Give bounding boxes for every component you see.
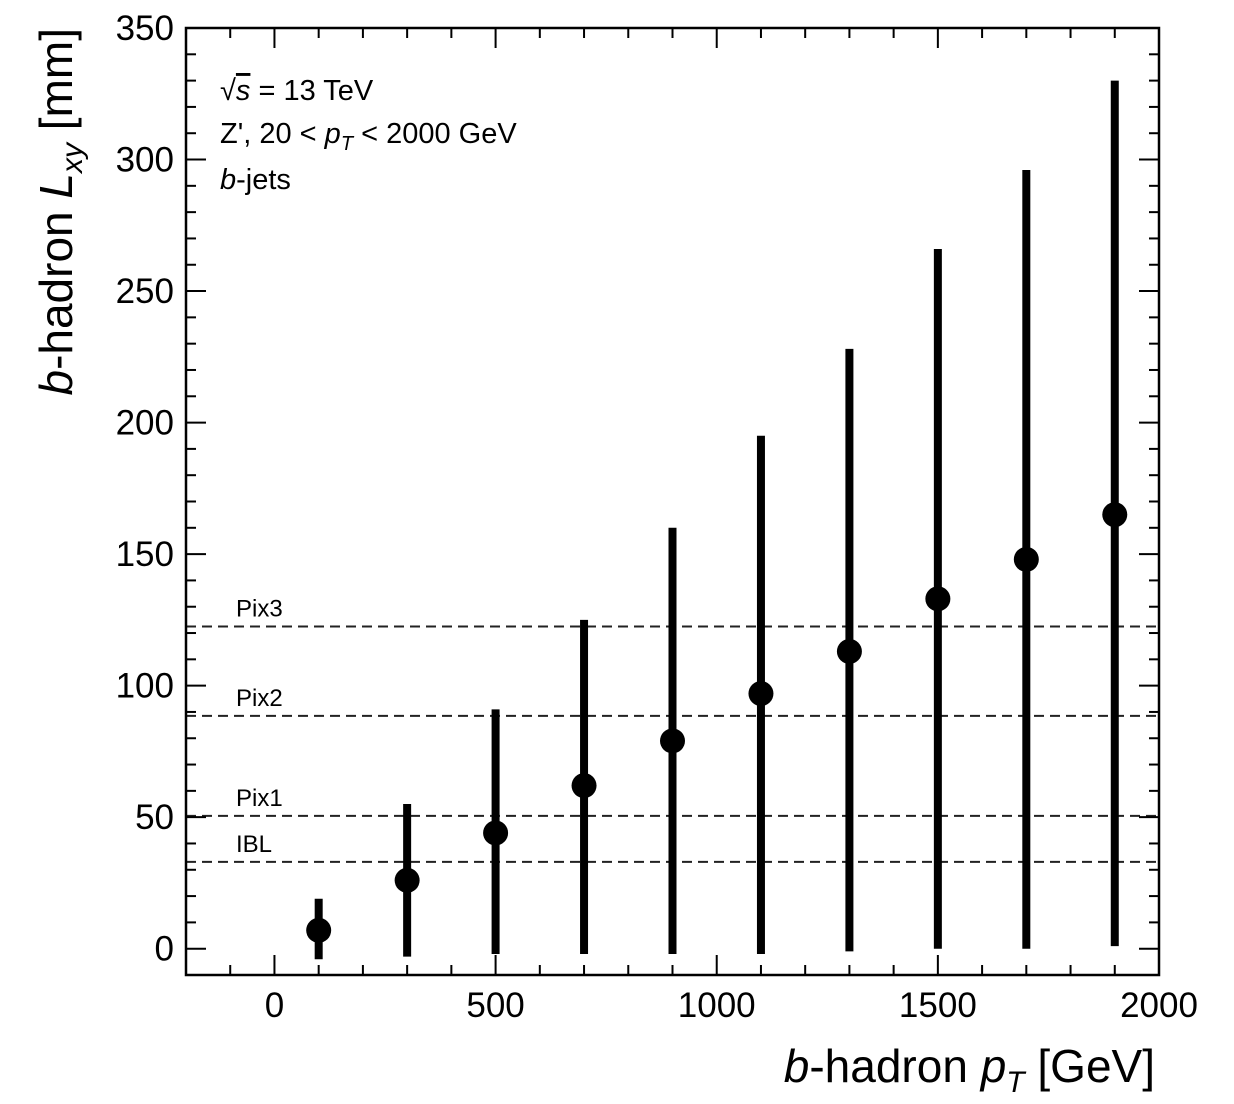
layer-label-pix2: Pix2	[236, 685, 283, 712]
data-point	[394, 867, 420, 893]
y-tick-label: 250	[116, 272, 174, 311]
x-tick-label: 0	[265, 986, 284, 1025]
data-point	[925, 586, 951, 612]
data-point	[1013, 546, 1039, 572]
data-point	[571, 773, 597, 799]
x-tick-label: 1500	[899, 986, 977, 1025]
x-tick-label: 2000	[1120, 986, 1198, 1025]
y-axis-title: b-hadron Lxy [mm]	[30, 28, 89, 396]
x-tick-label: 500	[466, 986, 524, 1025]
annotation-energy: √s = 13 TeV	[220, 75, 374, 107]
y-tick-label: 0	[155, 930, 174, 969]
y-tick-label: 200	[116, 404, 174, 443]
error-bars	[314, 80, 1119, 960]
data-point	[748, 681, 774, 707]
data-point	[306, 917, 332, 943]
y-tick-label: 300	[116, 141, 174, 180]
data-point	[836, 638, 862, 664]
y-tick-label: 50	[135, 798, 174, 837]
annotation-sample: Z', 20 < pT < 2000 GeV	[220, 118, 517, 155]
plot-frame	[184, 26, 1161, 977]
data-point	[660, 728, 685, 754]
y-tick-label: 100	[116, 667, 174, 706]
data-point	[483, 820, 509, 846]
x-tick-label: 1000	[678, 986, 756, 1025]
layer-label-pix3: Pix3	[236, 595, 283, 622]
x-axis-title: b-hadron pT [GeV]	[784, 1040, 1155, 1099]
data-points	[306, 502, 1128, 943]
data-point	[1102, 502, 1128, 528]
layer-label-ibl: IBL	[236, 831, 272, 858]
annotations: √s = 13 TeV Z', 20 < pT < 2000 GeV b-jet…	[220, 75, 517, 196]
layer-label-pix1: Pix1	[236, 785, 283, 812]
y-tick-label: 350	[116, 9, 174, 48]
tick-labels: 0 500 1000 1500 2000 0 50 100 150 200 250 300 350	[116, 9, 1198, 1025]
annotation-jets: b-jets	[220, 164, 291, 196]
y-tick-label: 150	[116, 535, 174, 574]
